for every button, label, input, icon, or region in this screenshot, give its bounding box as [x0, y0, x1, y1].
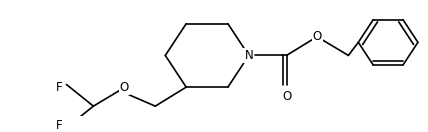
- Text: N: N: [244, 49, 253, 62]
- Text: O: O: [120, 81, 129, 94]
- Text: O: O: [282, 90, 291, 103]
- Text: O: O: [313, 30, 322, 43]
- Text: F: F: [56, 81, 62, 94]
- Text: F: F: [56, 119, 62, 132]
